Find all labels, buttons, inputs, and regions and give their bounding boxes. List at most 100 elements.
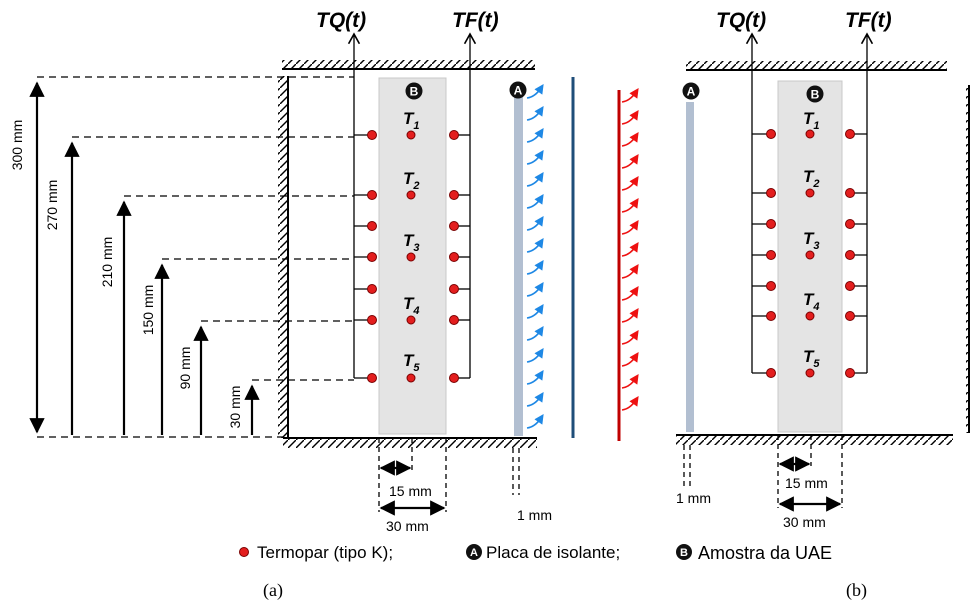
marker-b-icon-b	[806, 85, 824, 103]
ceiling-hatch-a	[282, 60, 535, 69]
thermocouple-dot	[406, 315, 416, 325]
legend-plate-text: Placa de isolante;	[486, 543, 620, 562]
convection-arrow-icon	[621, 110, 639, 125]
right-wall-hatch-b	[966, 85, 969, 433]
convection-arrow-icon	[621, 132, 639, 147]
thermocouple-dot	[845, 129, 855, 139]
convection-arrow-icon	[526, 326, 544, 341]
thermocouple-dot	[805, 368, 815, 378]
height-guides-a	[37, 76, 354, 438]
convection-arrow-icon	[621, 154, 639, 169]
sensor-label-t1: T1	[403, 109, 420, 132]
thermocouple-dot	[845, 368, 855, 378]
sensor-label-t1-b: T1	[803, 109, 820, 132]
thermocouple-dot	[449, 130, 459, 140]
width-label-30-a: 30 mm	[386, 518, 429, 534]
thermocouple-dots-b	[766, 129, 855, 378]
marker-b-icon	[405, 82, 423, 100]
convection-arrow-icon	[526, 414, 544, 429]
legend-marker-a-text: A	[470, 547, 478, 559]
thermocouple-dot	[766, 219, 776, 229]
convection-arrow-icon	[621, 198, 639, 213]
convection-arrow-icon	[621, 396, 639, 411]
tf-label-a: TF(t)	[452, 9, 499, 32]
width-label-15-b: 15 mm	[785, 475, 828, 491]
thermocouple-dot	[406, 190, 416, 200]
legend-marker-a-icon	[466, 544, 482, 560]
height-label-90: 90 mm	[177, 347, 193, 390]
marker-a-text: A	[514, 84, 523, 98]
thermocouple-dot	[449, 190, 459, 200]
thermocouple-dot	[845, 219, 855, 229]
floor-hatch-b	[676, 435, 953, 445]
convection-arrow-icon	[621, 286, 639, 301]
panel-label-b: (b)	[846, 580, 867, 601]
sensor-label-t3: T3	[403, 231, 420, 254]
thermocouple-dot	[845, 250, 855, 260]
convection-arrow-icon	[526, 260, 544, 275]
convection-arrow-icon	[621, 330, 639, 345]
height-label-300: 300 mm	[9, 120, 25, 171]
height-dimensions	[29, 81, 260, 435]
thermocouple-dot	[367, 252, 377, 262]
thermocouple-dot	[449, 252, 459, 262]
thermocouple-dot	[406, 252, 416, 262]
width-guides-b	[683, 435, 843, 508]
thermocouple-dot	[805, 129, 815, 139]
convection-arrow-icon	[621, 242, 639, 257]
thermocouple-dot	[406, 130, 416, 140]
convection-arrow-icon	[526, 348, 544, 363]
sensor-label-t2-b: T2	[803, 167, 820, 190]
thermocouple-dot	[367, 373, 377, 383]
hot-convection-arrows	[621, 88, 639, 411]
tf-label-b: TF(t)	[845, 9, 892, 32]
left-wall-hatch-a	[278, 76, 288, 438]
thermocouple-dot	[449, 373, 459, 383]
width-label-1-b: 1 mm	[676, 490, 711, 506]
marker-b-text: B	[410, 85, 419, 99]
thermocouple-dot	[805, 311, 815, 321]
sensor-label-t2: T2	[403, 169, 420, 192]
width-guides-a	[378, 438, 520, 512]
convection-arrow-icon	[621, 308, 639, 323]
thermocouple-dot	[766, 281, 776, 291]
floor-hatch-a	[283, 438, 537, 448]
panel-a: T1 T2 T3 T4 T5 TQ(t) TF(t) B A	[9, 9, 575, 534]
convection-arrow-icon	[526, 84, 544, 99]
convection-arrow-icon	[621, 374, 639, 389]
sensor-label-t5: T5	[403, 351, 420, 374]
height-label-30: 30 mm	[227, 386, 243, 429]
thermocouple-dot	[845, 311, 855, 321]
thermocouple-dot	[449, 284, 459, 294]
thermocouple-dot	[449, 315, 459, 325]
convection-arrow-icon	[526, 216, 544, 231]
convection-arrow-icon	[526, 106, 544, 121]
tq-label-b: TQ(t)	[716, 9, 766, 32]
legend-sample-text: Amostra da UAE	[698, 543, 832, 563]
thermocouple-dot	[367, 315, 377, 325]
marker-a-icon-b	[682, 82, 700, 100]
sensor-label-t3-b: T3	[803, 229, 820, 252]
panel-label-a: (a)	[263, 580, 283, 601]
thermocouple-dot	[805, 188, 815, 198]
insulation-plate-a	[514, 88, 523, 436]
convection-arrow-icon	[526, 172, 544, 187]
convection-arrow-icon	[621, 220, 639, 235]
height-label-270: 270 mm	[44, 180, 60, 231]
convection-arrow-icon	[526, 194, 544, 209]
thermocouple-dot	[766, 188, 776, 198]
thermocouple-dot	[766, 311, 776, 321]
convection-arrow-icon	[526, 392, 544, 407]
convection-arrow-icon	[526, 282, 544, 297]
width-label-1-a: 1 mm	[517, 507, 552, 523]
thermocouple-dot	[367, 190, 377, 200]
tq-label-a: TQ(t)	[316, 9, 366, 32]
legend-marker-b-text: B	[680, 547, 688, 559]
thermocouple-dot	[766, 250, 776, 260]
convection-arrow-icon	[526, 238, 544, 253]
marker-b-text-b: B	[811, 88, 820, 102]
ceiling-hatch-b	[686, 61, 947, 70]
convection-arrow-icon	[526, 150, 544, 165]
insulation-plate-b	[686, 102, 694, 432]
